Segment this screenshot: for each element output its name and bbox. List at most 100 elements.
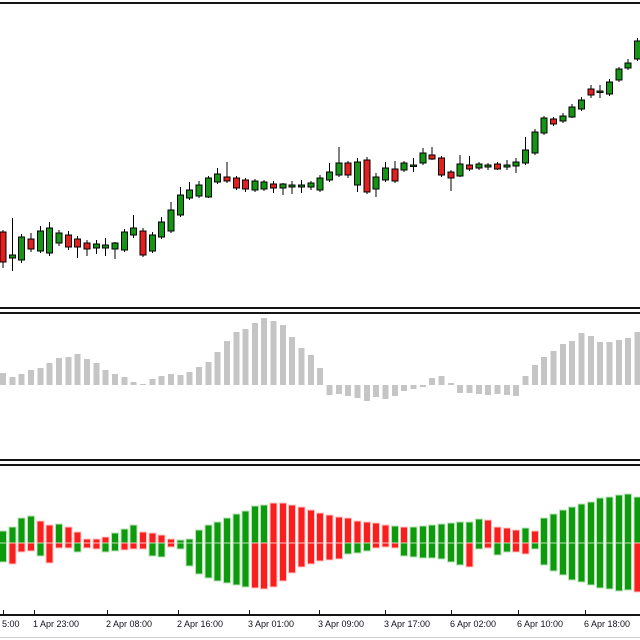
lower-histogram-bar-down: [110, 542, 119, 552]
candle-body-bullish: [251, 180, 259, 191]
upper-histogram-bar: [0, 373, 6, 385]
upper-histogram-bar: [46, 363, 53, 385]
candle-body-bullish: [410, 164, 418, 167]
lower-histogram-bar-down: [549, 542, 558, 572]
upper-histogram-bar: [83, 359, 90, 385]
upper-histogram-bar: [391, 385, 398, 396]
upper-histogram-bar: [65, 357, 72, 385]
lower-histogram-bar-down: [241, 542, 250, 588]
candle-body-bullish: [8, 254, 16, 259]
lower-histogram-bar-up: [344, 517, 353, 544]
upper-histogram-bar: [195, 367, 202, 385]
upper-histogram-bar: [55, 358, 62, 385]
lower-histogram-bar-up: [260, 504, 269, 544]
indicator-panel-gray-histogram[interactable]: [0, 314, 640, 459]
lower-histogram-bar-down: [596, 542, 605, 589]
upper-histogram-bar: [27, 370, 34, 385]
lower-histogram-bar-up: [484, 519, 493, 544]
upper-histogram-bar: [466, 385, 473, 393]
time-axis-tick: [34, 610, 35, 614]
candle-body-bullish: [484, 164, 492, 168]
lower-histogram-bar-up: [512, 529, 521, 544]
lower-histogram-bar-up: [334, 516, 343, 544]
lower-histogram-bar-down: [586, 542, 595, 586]
lower-histogram-bar-up: [129, 524, 138, 544]
indicator-panel-bicolor-histogram[interactable]: [0, 466, 640, 614]
candle-body-bullish: [503, 164, 511, 168]
lower-histogram-bar-down: [568, 542, 577, 581]
candle-body-bearish: [466, 164, 473, 170]
lower-histogram-bar-down: [484, 542, 493, 549]
lower-histogram-bar-down: [157, 542, 166, 558]
time-axis-label: 6 Apr 10:00: [517, 619, 564, 629]
lower-histogram-bar-down: [353, 542, 362, 554]
lower-histogram-bar-up: [493, 526, 502, 544]
upper-histogram-bar: [550, 351, 557, 385]
upper-histogram-bar: [149, 379, 156, 385]
upper-histogram-bar: [102, 370, 109, 385]
upper-histogram-bar: [578, 333, 585, 385]
lower-histogram-bar-up: [474, 518, 483, 544]
upper-histogram-bar: [317, 368, 324, 385]
candle-body-bullish: [624, 62, 632, 69]
time-axis-tick: [518, 610, 519, 614]
time-axis-tick: [585, 610, 586, 614]
time-axis-label: 3 Apr 09:00: [318, 619, 365, 629]
candle-body-bullish: [186, 189, 194, 199]
candle-body-bullish: [382, 167, 390, 181]
lower-histogram-bar-up: [26, 515, 35, 544]
upper-histogram-bar: [233, 332, 240, 385]
candle-body-bullish: [279, 183, 287, 189]
lower-histogram-bar-down: [521, 542, 530, 555]
lower-histogram-bar-down: [269, 542, 278, 588]
candle-body-bearish: [428, 154, 436, 160]
upper-histogram-bar: [615, 340, 622, 385]
lower-histogram-bar-up: [82, 538, 91, 544]
lower-histogram-bar-up: [502, 527, 511, 544]
lower-histogram-bar-up: [110, 532, 119, 544]
lower-histogram-bar-down: [465, 542, 474, 568]
lower-histogram-bar-down: [278, 542, 287, 582]
upper-histogram-bar: [363, 385, 370, 401]
candle-body-bearish: [363, 159, 371, 193]
upper-histogram-bar: [9, 377, 16, 385]
time-axis[interactable]: 5:00 1 Apr 23:00 2 Apr 08:00 2 Apr 16:00 3 A…: [0, 610, 640, 637]
upper-histogram-bar: [177, 375, 184, 385]
candle-body-bullish: [111, 242, 119, 250]
lower-histogram-bar-up: [241, 510, 250, 544]
upper-histogram-bar: [242, 329, 249, 385]
lower-histogram-bar-up: [390, 525, 399, 544]
price-chart-panel[interactable]: [0, 0, 640, 307]
panel-divider-1[interactable]: [0, 307, 640, 314]
lower-histogram-bar-down: [129, 542, 138, 550]
upper-histogram-bar: [401, 385, 408, 391]
upper-histogram-bar: [251, 323, 258, 385]
lower-histogram-bar-down: [502, 542, 511, 553]
lower-histogram-bar-down: [26, 542, 35, 552]
candle-body-bullish: [335, 162, 343, 176]
candle-body-bullish: [260, 181, 268, 190]
lower-histogram-bar-up: [278, 502, 287, 544]
lower-histogram-bar-up: [409, 526, 418, 544]
lower-histogram-bar-down: [344, 542, 353, 555]
lower-histogram-bar-up: [120, 528, 129, 544]
time-axis-label: 2 Apr 08:00: [106, 619, 153, 629]
lower-histogram-bar-down: [372, 542, 381, 549]
time-axis-label: 1 Apr 23:00: [33, 619, 80, 629]
lower-histogram-bar-down: [428, 542, 437, 559]
lower-histogram-bar-down: [456, 542, 465, 566]
lower-histogram-bar-down: [176, 542, 185, 550]
lower-histogram-bar-down: [232, 542, 241, 586]
upper-histogram-bar: [634, 332, 640, 385]
candle-body-bullish: [214, 173, 222, 183]
candle-body-bullish: [195, 184, 203, 197]
lower-histogram-bar-up: [194, 529, 203, 544]
lower-histogram-bar-down: [605, 542, 614, 590]
candle-body-bullish: [92, 243, 100, 249]
candle-body-bearish: [139, 230, 147, 256]
candle-body-bullish: [596, 90, 604, 93]
panel-divider-2[interactable]: [0, 459, 640, 466]
upper-histogram-bar: [111, 374, 118, 385]
upper-histogram-bar: [597, 342, 604, 385]
upper-histogram-bar: [559, 344, 566, 385]
